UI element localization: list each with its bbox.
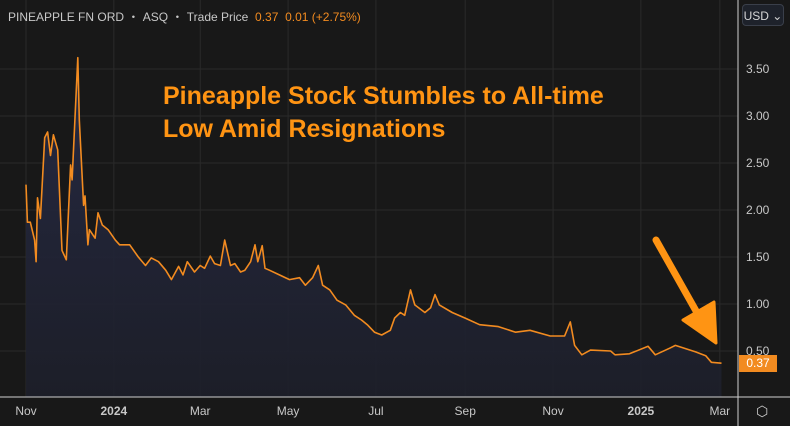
separator: ・ bbox=[171, 10, 184, 24]
separator: ・ bbox=[127, 10, 140, 24]
title-line-1: Pineapple Stock Stumbles to All-time bbox=[163, 82, 604, 110]
x-tick-label: 2024 bbox=[100, 404, 127, 418]
x-tick-label: May bbox=[277, 404, 300, 418]
y-tick-label: 1.50 bbox=[746, 250, 770, 264]
x-tick-label: Nov bbox=[542, 404, 563, 418]
down-arrow-annotation bbox=[652, 236, 718, 345]
y-tick-label: 0.50 bbox=[746, 344, 770, 358]
time-axis[interactable]: Nov 2024 Mar May Jul Sep Nov 2025 Mar bbox=[15, 404, 730, 418]
y-tick-label: 2.00 bbox=[746, 203, 770, 217]
x-tick-label: 2025 bbox=[628, 404, 655, 418]
price-area-fill bbox=[26, 57, 722, 397]
currency-button[interactable]: USD ⌄ bbox=[742, 4, 784, 26]
price-type: Trade Price bbox=[186, 10, 249, 24]
x-tick-label: Mar bbox=[710, 404, 731, 418]
instrument-name: PINEAPPLE FN ORD bbox=[8, 10, 125, 24]
x-tick-label: Sep bbox=[455, 404, 477, 418]
last-price-label: 0.37 bbox=[739, 355, 777, 372]
x-tick-label: Nov bbox=[15, 404, 36, 418]
price-change: 0.01 bbox=[285, 10, 309, 24]
title-line-2: Low Amid Resignations bbox=[163, 115, 446, 143]
x-tick-label: Jul bbox=[368, 404, 383, 418]
y-tick-label: 2.50 bbox=[746, 156, 770, 170]
price-change-percent: (+2.75%) bbox=[311, 10, 361, 24]
y-tick-label: 1.00 bbox=[746, 297, 770, 311]
price-line bbox=[25, 56, 722, 364]
chart-title: Pineapple Stock Stumbles to All-time Low… bbox=[163, 80, 604, 146]
chart-header: PINEAPPLE FN ORD ・ ASQ ・ Trade Price 0.3… bbox=[8, 8, 361, 25]
x-tick-label: Mar bbox=[190, 404, 211, 418]
last-price: 0.37 bbox=[255, 10, 279, 24]
exchange: ASQ bbox=[142, 10, 169, 24]
y-tick-label: 3.50 bbox=[746, 62, 770, 76]
hexagon-settings-icon[interactable]: ⬡ bbox=[756, 403, 769, 419]
price-axis[interactable]: 0.50 1.00 1.50 2.00 2.50 3.00 3.50 bbox=[746, 62, 770, 358]
y-tick-label: 3.00 bbox=[746, 109, 770, 123]
